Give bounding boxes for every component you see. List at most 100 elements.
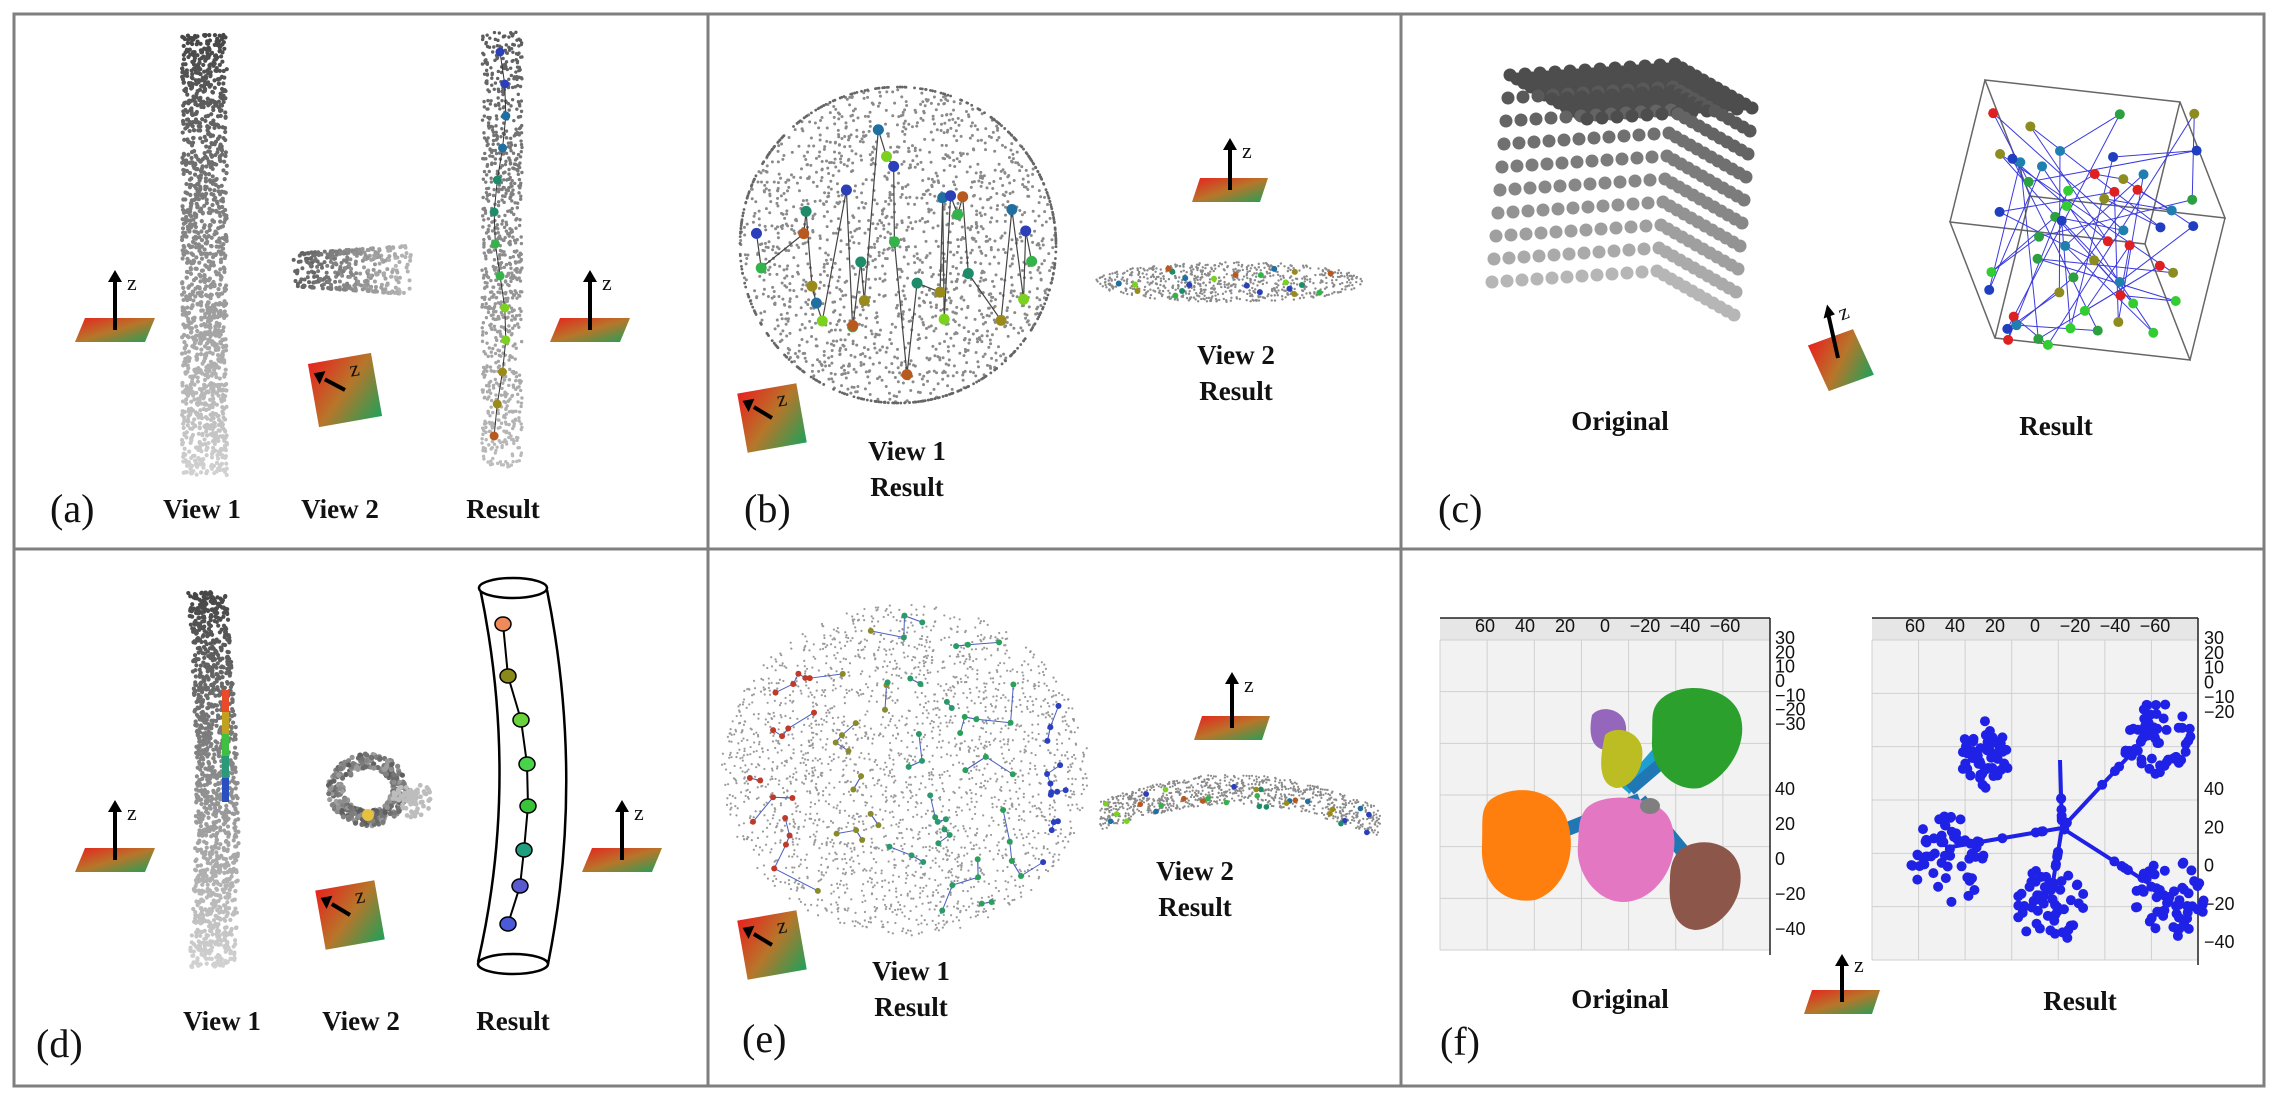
skeleton-node <box>2015 157 2026 168</box>
skeleton-node <box>1211 275 1218 282</box>
skeleton-node <box>2124 240 2135 251</box>
skeleton-node <box>952 208 964 220</box>
tick-label: −40 <box>2204 932 2235 952</box>
skeleton-node <box>1271 265 1278 272</box>
skeleton-node <box>782 814 789 821</box>
panel-label: (a) <box>50 486 94 531</box>
skeleton-node <box>2092 325 2103 336</box>
skeleton-node <box>2054 287 2065 298</box>
skeleton-node <box>2026 876 2037 887</box>
blob-segment <box>1651 688 1743 789</box>
panel-a: z z z (a) View 1 View 2 Result <box>50 30 630 531</box>
tick-label: 60 <box>1905 616 1925 636</box>
skeleton-node <box>2173 912 2184 923</box>
skeleton-node <box>1283 800 1290 806</box>
skeleton-node <box>1969 884 1980 895</box>
skeleton-node <box>1256 803 1263 810</box>
panel-label: (c) <box>1438 486 1482 531</box>
skeleton-node <box>975 874 982 881</box>
axis-z-label: z <box>347 355 361 381</box>
caption-result: Result <box>2019 411 2093 441</box>
skeleton-node <box>1006 838 1013 845</box>
skeleton-node <box>1263 804 1270 810</box>
skeleton-node <box>1939 820 1950 831</box>
skeleton-node <box>2003 334 2014 345</box>
tick-label: 40 <box>1945 616 1965 636</box>
skeleton-node <box>1965 838 1976 849</box>
caption-view1: View 1 <box>868 436 946 466</box>
tick-label: −20 <box>2204 702 2235 722</box>
skeleton-node <box>867 810 874 817</box>
skeleton-node <box>2138 169 2149 180</box>
skeleton-node <box>1007 719 1014 726</box>
skeleton-node <box>2131 902 2142 913</box>
skeleton-node <box>2144 866 2155 877</box>
axis-icon: z <box>1194 672 1270 740</box>
skeleton-node <box>1181 795 1187 802</box>
skeleton-node <box>1257 272 1264 279</box>
skeleton-node <box>2113 317 2124 328</box>
skeleton-node <box>915 730 922 737</box>
skeleton-node <box>1939 811 1950 822</box>
skeleton-node <box>1366 811 1372 818</box>
skeleton-node <box>957 191 969 203</box>
skeleton-node <box>1956 861 1967 872</box>
skeleton-node <box>1914 861 1925 872</box>
skeleton-node <box>1992 770 2003 781</box>
skeleton-node <box>2057 927 2068 938</box>
skeleton-node <box>2056 804 2067 815</box>
skeleton-node <box>798 228 810 240</box>
skeleton-node <box>492 399 502 409</box>
skeleton-node <box>771 865 778 872</box>
skeleton-node <box>814 887 821 894</box>
skeleton-node <box>847 320 859 332</box>
panel-e: z z (e) View 1 Result View 2 Result <box>720 603 1382 1061</box>
skeleton-node <box>1960 758 1971 769</box>
skeleton-node <box>750 818 757 825</box>
skeleton-node <box>2128 723 2139 734</box>
caption-result: Result <box>1158 892 1232 922</box>
panel-label: (f) <box>1440 1019 1480 1064</box>
skeleton-node <box>875 822 882 829</box>
skeleton-node <box>2054 145 2065 156</box>
caption-view2: View 2 <box>1156 856 1234 886</box>
skeleton-node <box>2089 169 2100 180</box>
skeleton-node <box>2168 753 2179 764</box>
skeleton-node <box>1254 793 1261 799</box>
skeleton-node <box>1162 786 1169 793</box>
skeleton-node <box>2065 323 2076 334</box>
panel-c: z (c) Original Result <box>1438 57 2227 531</box>
skeleton-node <box>2118 174 2129 185</box>
skeleton-node <box>802 674 809 681</box>
caption-result: Result <box>874 992 948 1022</box>
skeleton-node <box>1933 881 1944 892</box>
skeleton-node <box>2037 161 2048 172</box>
axis-z-label: z <box>1244 672 1254 697</box>
skeleton-node <box>855 256 867 268</box>
axis-z-label: z <box>775 912 789 938</box>
skeleton-node <box>1364 829 1370 836</box>
skeleton-node <box>2136 884 2147 895</box>
skeleton-node <box>2191 145 2202 156</box>
skeleton-node <box>785 725 792 732</box>
tick-label: 0 <box>2204 672 2214 692</box>
skeleton-node <box>850 786 857 793</box>
skeleton-node <box>1048 827 1055 834</box>
skeleton-node <box>1917 824 1928 835</box>
skeleton-node <box>927 792 934 799</box>
skeleton-node <box>1165 265 1172 272</box>
skeleton-node <box>881 150 893 162</box>
tick-label: 40 <box>2204 779 2224 799</box>
skeleton-node <box>501 335 511 345</box>
skeleton-node <box>2036 826 2047 837</box>
axis-z-label: z <box>127 270 137 295</box>
tick-label: 20 <box>2204 817 2224 837</box>
skeleton-node <box>1292 797 1299 803</box>
caption-view1: View 1 <box>183 1006 261 1036</box>
skeleton-node <box>2155 222 2166 233</box>
skeleton-node <box>2143 730 2154 741</box>
skeleton-node <box>881 706 888 713</box>
skeleton-node <box>1153 808 1159 815</box>
skeleton-node <box>1243 282 1250 289</box>
axis-z-label: z <box>775 385 789 411</box>
